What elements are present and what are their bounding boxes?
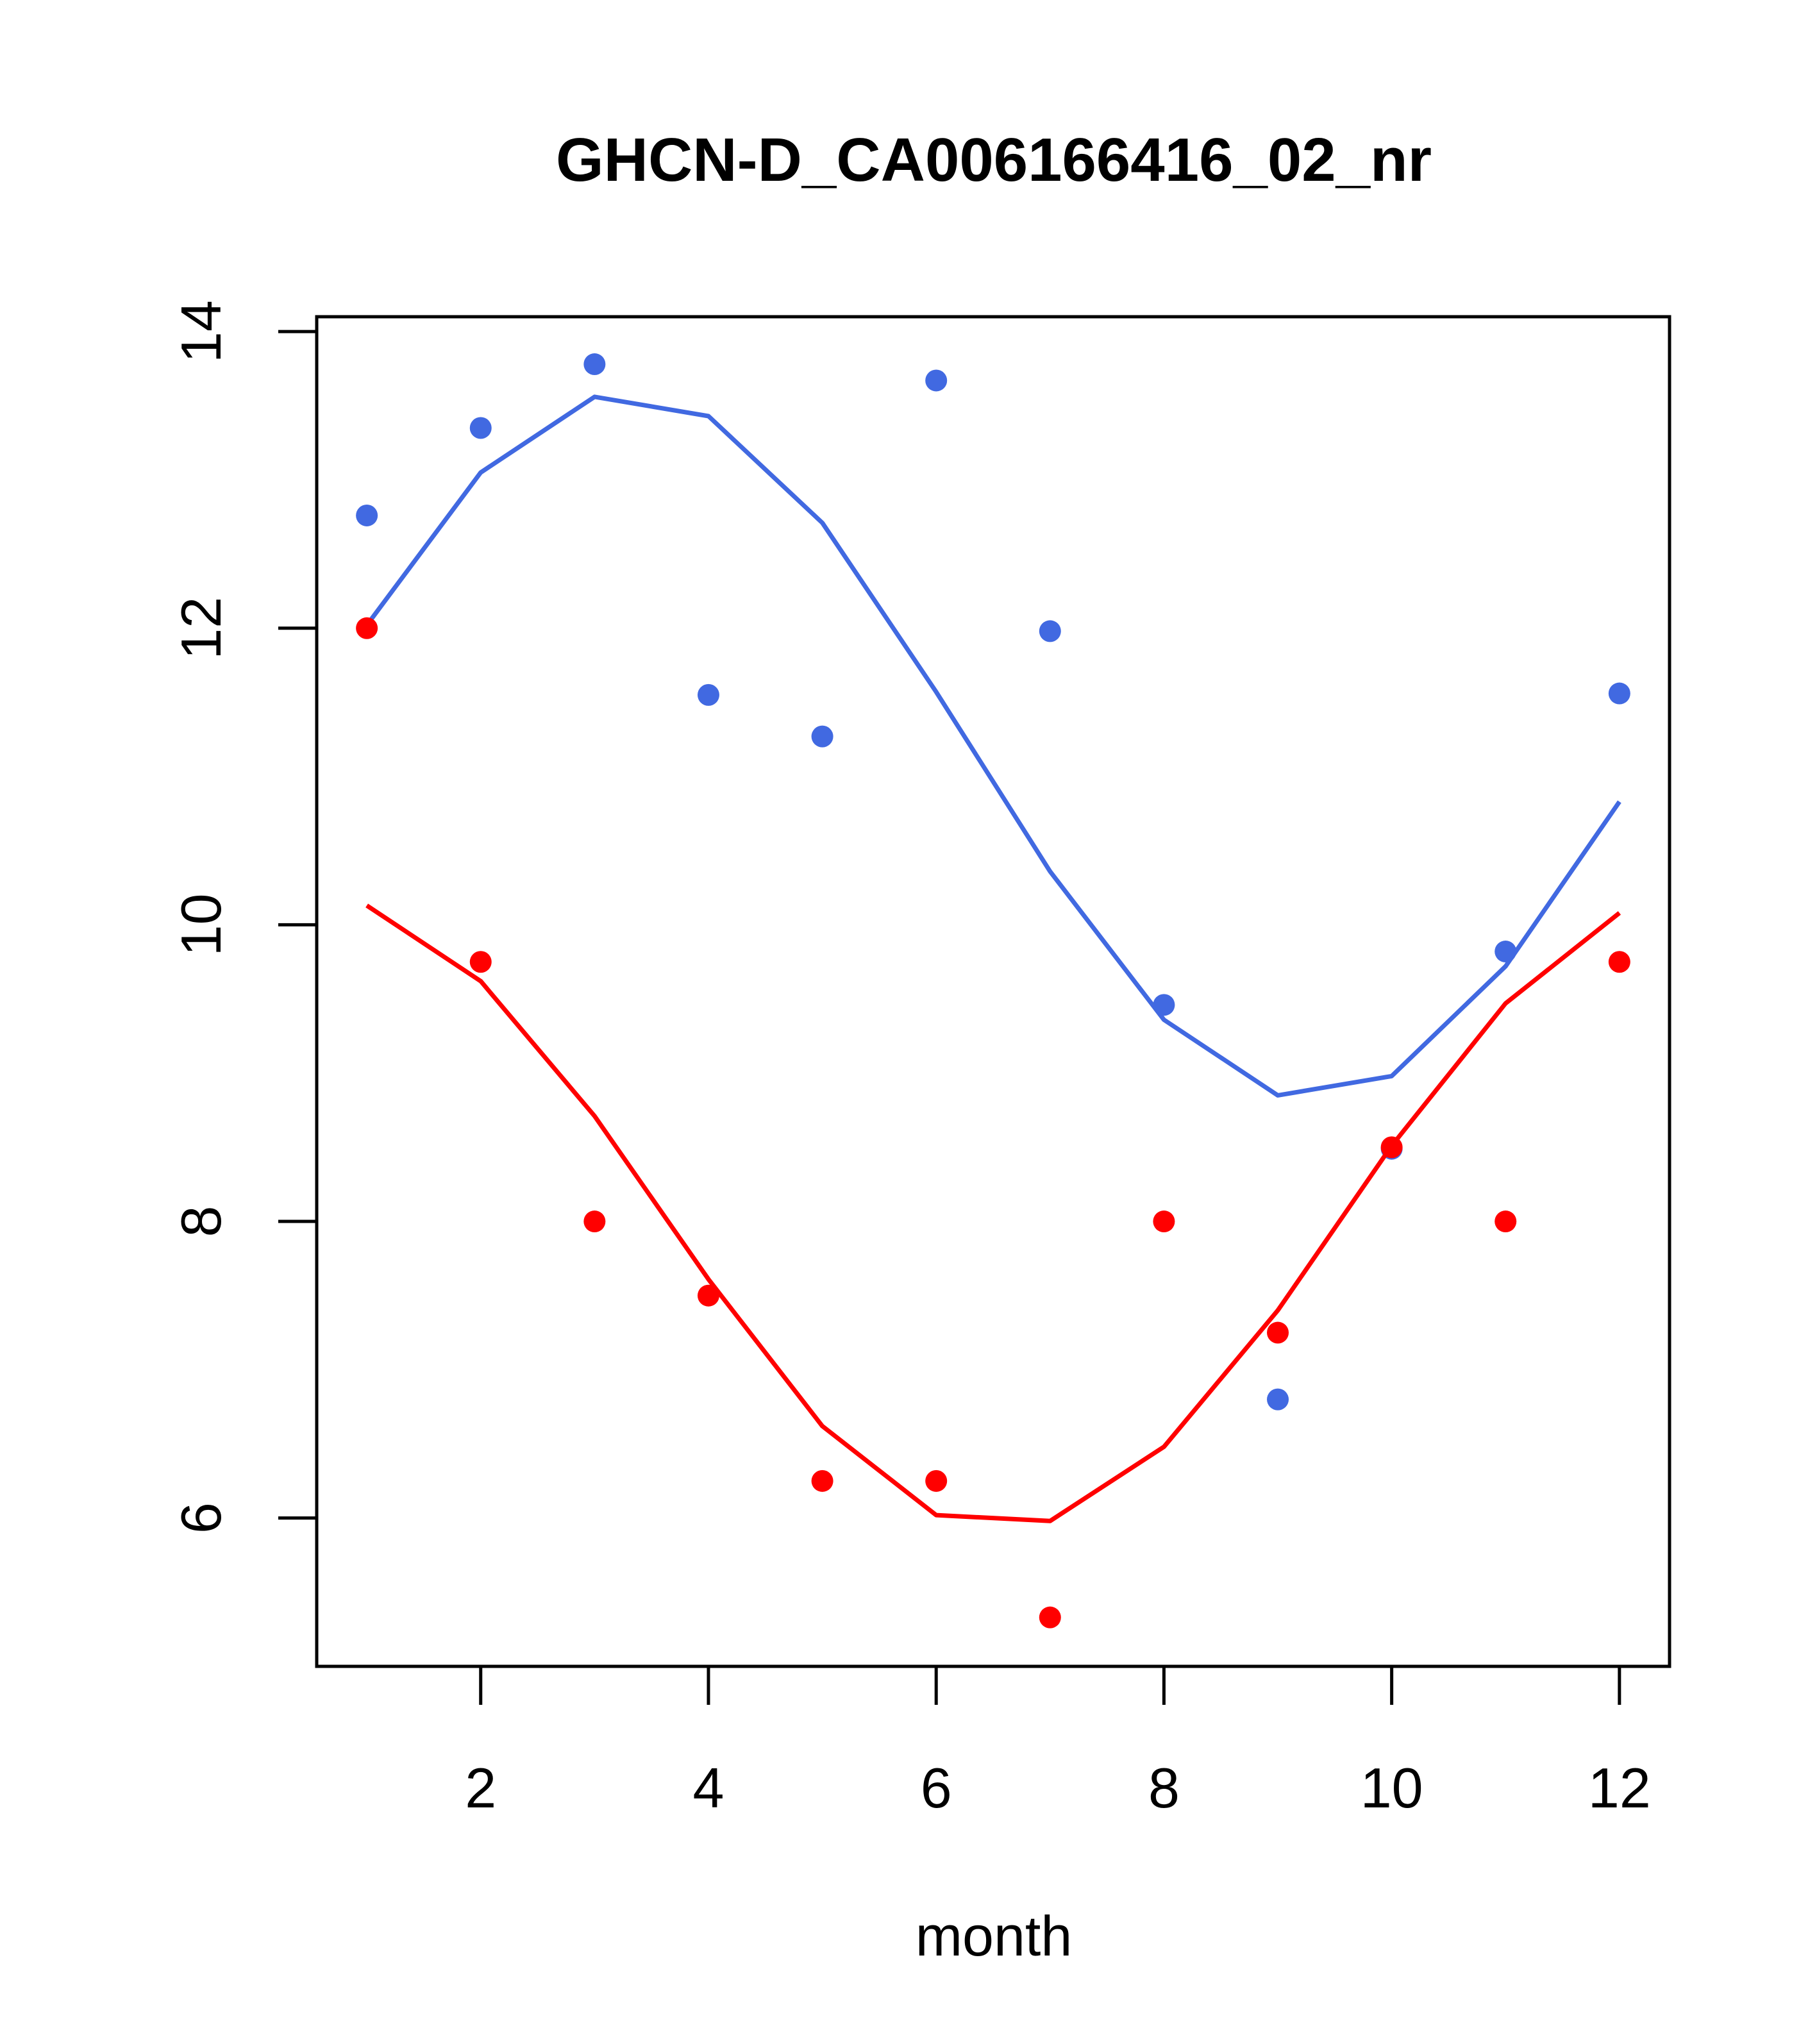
x-axis-label: month [916, 1904, 1073, 1968]
y-tick-label: 6 [169, 1502, 233, 1534]
series-2-point [356, 617, 378, 639]
series-2-point [1153, 1210, 1175, 1233]
series-2-point [469, 951, 492, 973]
x-tick-label: 8 [1148, 1756, 1180, 1820]
x-tick-label: 6 [921, 1756, 952, 1820]
series-1-fit-line [365, 394, 1621, 1098]
series-1-point [1608, 682, 1630, 705]
series-1-point [1153, 994, 1175, 1016]
series-layer [356, 353, 1630, 1629]
x-tick-label: 12 [1588, 1756, 1651, 1820]
series-1-point [1039, 620, 1061, 642]
y-tick-label: 12 [169, 597, 233, 660]
series-2-point [1608, 951, 1630, 973]
series-2-point [697, 1284, 719, 1307]
chart-title: GHCN-D_CA006166416_02_nr [556, 126, 1432, 194]
series-1-point [1267, 1388, 1289, 1411]
y-tick-label: 8 [169, 1206, 233, 1237]
plot-frame [315, 315, 1671, 1668]
series-1-point [925, 369, 948, 392]
x-tick-label: 4 [692, 1756, 724, 1820]
series-2-point [925, 1470, 948, 1492]
series-2-point [811, 1470, 833, 1492]
y-axis: 6 8 10 12 14 [169, 300, 317, 1534]
x-tick-label: 2 [465, 1756, 496, 1820]
series-1-point [356, 504, 378, 526]
series-2-point [1380, 1136, 1403, 1159]
series-1-point [1495, 941, 1517, 963]
series-1-point [811, 725, 833, 748]
series-2-point [1267, 1321, 1289, 1344]
series-1-point [469, 417, 492, 439]
y-tick-label: 14 [169, 300, 233, 363]
x-axis: 2 4 6 8 10 12 [465, 1666, 1651, 1820]
x-tick-label: 10 [1361, 1756, 1423, 1820]
y-tick-label: 10 [169, 893, 233, 956]
series-1-point [583, 353, 606, 376]
series-2-point [1039, 1606, 1061, 1629]
series-2-point [583, 1210, 606, 1233]
series-2-point [1495, 1210, 1517, 1233]
series-1-point [697, 683, 719, 706]
series-2-fit-line [365, 903, 1621, 1523]
